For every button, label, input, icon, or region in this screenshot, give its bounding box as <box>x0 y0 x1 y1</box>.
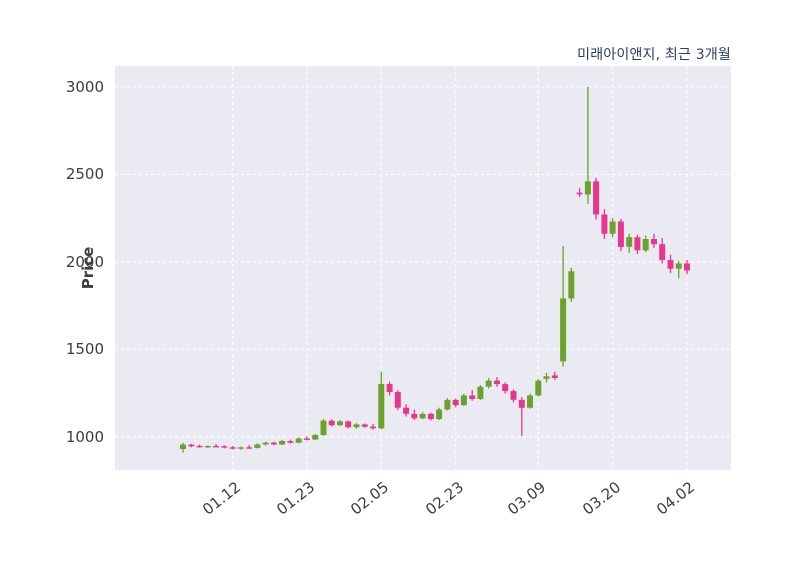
y-tick-label: 1500 <box>65 340 104 359</box>
candlestick-svg <box>115 66 731 470</box>
chart-title: 미래아이앤지, 최근 3개월 <box>577 47 731 63</box>
x-tick-label: 01.23 <box>273 478 319 519</box>
x-tick-label: 03.09 <box>504 478 550 519</box>
x-tick-label: 04.02 <box>653 478 699 519</box>
plot-area <box>115 66 731 470</box>
y-tick-label: 1000 <box>65 427 104 446</box>
y-tick-label: 3000 <box>65 77 104 96</box>
y-tick-label: 2500 <box>65 165 104 184</box>
y-tick-label: 2000 <box>65 252 104 271</box>
x-tick-label: 03.20 <box>578 478 624 519</box>
x-tick-label: 01.12 <box>198 478 244 519</box>
x-tick-label: 02.23 <box>421 478 467 519</box>
x-tick-label: 02.05 <box>347 478 393 519</box>
